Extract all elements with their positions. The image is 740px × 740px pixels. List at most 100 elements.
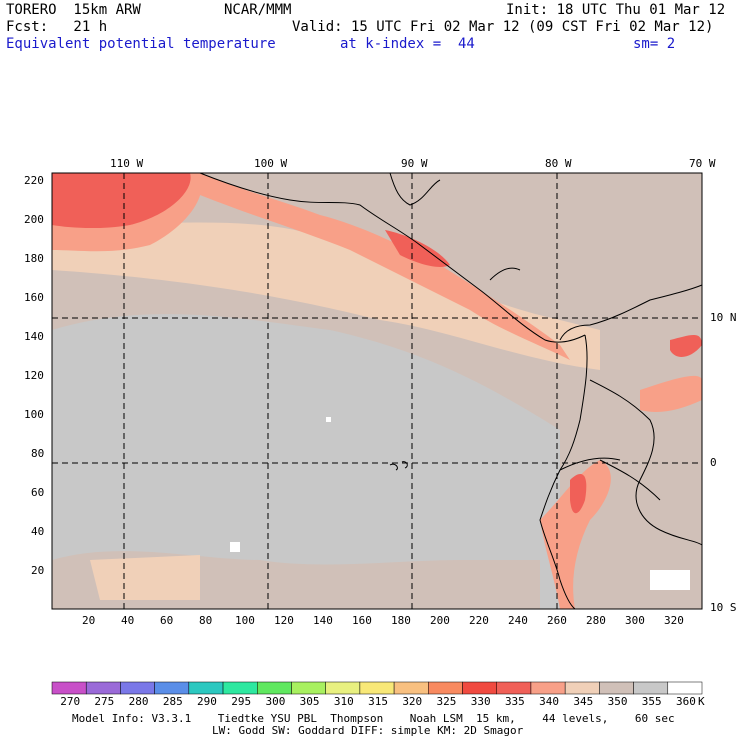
y-tick-180: 180 [24, 252, 44, 265]
colorbar-value: 285 [162, 695, 183, 708]
x-tick-40: 40 [121, 614, 135, 627]
field-region-330-caribbean [670, 335, 702, 357]
field-region-350 [52, 314, 560, 609]
y-tick-20: 20 [31, 564, 45, 577]
y-tick-140: 140 [24, 330, 44, 343]
colorbar-swatch [428, 681, 463, 695]
level-label: at k-index = 44 [340, 36, 475, 52]
colorbar-swatch [257, 681, 292, 695]
y-tick-220: 220 [24, 174, 44, 187]
lat-label-10n: 10 N [710, 311, 737, 324]
model-info-line2: LW: Godd SW: Goddard DIFF: simple KM: 2D… [212, 724, 524, 737]
colorbar-value: 355 [641, 695, 662, 708]
x-tick-120: 120 [274, 614, 294, 627]
x-tick-220: 220 [469, 614, 489, 627]
colorbar-value: 320 [402, 695, 423, 708]
model-info-line1: Model Info: V3.3.1 Tiedtke YSU PBL Thomp… [72, 712, 675, 725]
forecast-hour: Fcst: 21 h [6, 19, 108, 35]
field-region-330-andes [570, 474, 587, 514]
colorbar-value: 295 [231, 695, 252, 708]
smoothing-label: sm= 2 [633, 36, 676, 52]
colorbar-swatch [85, 681, 121, 695]
field-patch-360-a [230, 542, 240, 552]
colorbar-value: 275 [94, 695, 115, 708]
colorbar-swatch [51, 681, 87, 695]
field-patch-360-b [650, 570, 690, 590]
colorbar-value: 310 [333, 695, 354, 708]
colorbar-swatch [359, 681, 395, 695]
colorbar-value: 340 [539, 695, 560, 708]
colorbar-swatch [462, 681, 497, 695]
colorbar-swatch [154, 681, 190, 695]
colorbar-value: 300 [265, 695, 286, 708]
colorbar [51, 681, 703, 695]
lon-label-100w: 100 W [254, 157, 288, 170]
x-tick-20: 20 [82, 614, 96, 627]
map-frame [51, 172, 703, 610]
colorbar-value: 280 [128, 695, 149, 708]
x-tick-300: 300 [625, 614, 645, 627]
coastlines [199, 172, 703, 610]
colorbar-swatch [599, 681, 634, 695]
colorbar-swatch [633, 681, 669, 695]
colorbar-swatch [291, 681, 326, 695]
valid-time: Valid: 15 UTC Fri 02 Mar 12 (09 CST Fri … [292, 19, 714, 35]
colorbar-swatch [530, 681, 566, 695]
colorbar-value: 350 [607, 695, 628, 708]
field-region-330-guatemala [385, 230, 450, 267]
x-tick-200: 200 [430, 614, 450, 627]
colorbar-unit: K [698, 695, 705, 708]
colorbar-value: 345 [573, 695, 594, 708]
x-tick-100: 100 [235, 614, 255, 627]
x-tick-320: 320 [664, 614, 684, 627]
x-tick-280: 280 [586, 614, 606, 627]
x-tick-140: 140 [313, 614, 333, 627]
y-tick-100: 100 [24, 408, 44, 421]
colorbar-swatch [393, 681, 429, 695]
field-region-340-north [52, 220, 600, 370]
lat-label-10s: 10 S [710, 601, 737, 614]
colorbar-value: 290 [197, 695, 217, 708]
y-tick-200: 200 [24, 213, 44, 226]
lon-label-70w: 70 W [689, 157, 716, 170]
colorbar-value: 330 [470, 695, 491, 708]
lon-label-90w: 90 W [401, 157, 428, 170]
field-region-330-northwest [52, 173, 191, 229]
colorbar-swatch [564, 681, 600, 695]
x-tick-60: 60 [160, 614, 174, 627]
colorbar-value: 315 [368, 695, 388, 708]
lon-label-110w: 110 W [110, 157, 144, 170]
colorbar-swatch [222, 681, 258, 695]
x-tick-80: 80 [199, 614, 213, 627]
colorbar-swatch [120, 681, 155, 695]
init-time: Init: 18 UTC Thu 01 Mar 12 [506, 2, 726, 18]
lat-label-0: 0 [710, 456, 717, 469]
x-tick-180: 180 [391, 614, 411, 627]
field-region-335-venezuela [640, 375, 702, 412]
x-tick-160: 160 [352, 614, 372, 627]
colorbar-value: 360 [676, 695, 696, 708]
colorbar-swatch [325, 681, 361, 695]
x-tick-260: 260 [547, 614, 567, 627]
field-region-340-southwest [90, 555, 200, 600]
colorbar-swatch [667, 681, 703, 695]
field-region-335-coast [200, 173, 570, 360]
colorbar-swatch [188, 681, 224, 695]
y-tick-60: 60 [31, 486, 45, 499]
y-tick-80: 80 [31, 447, 45, 460]
field-name: Equivalent potential temperature [6, 36, 276, 52]
model-title: TORERO 15km ARW [6, 2, 141, 18]
colorbar-value: 305 [299, 695, 320, 708]
colorbar-value: 335 [504, 695, 525, 708]
organization-label: NCAR/MMM [224, 2, 292, 18]
y-tick-120: 120 [24, 369, 44, 382]
y-tick-40: 40 [31, 525, 45, 538]
colorbar-value: 270 [60, 695, 81, 708]
lon-label-80w: 80 W [545, 157, 572, 170]
y-tick-160: 160 [24, 291, 44, 304]
field-patch-360-c [326, 417, 331, 422]
x-tick-240: 240 [508, 614, 528, 627]
colorbar-swatch [496, 681, 532, 695]
colorbar-value: 325 [436, 695, 457, 708]
